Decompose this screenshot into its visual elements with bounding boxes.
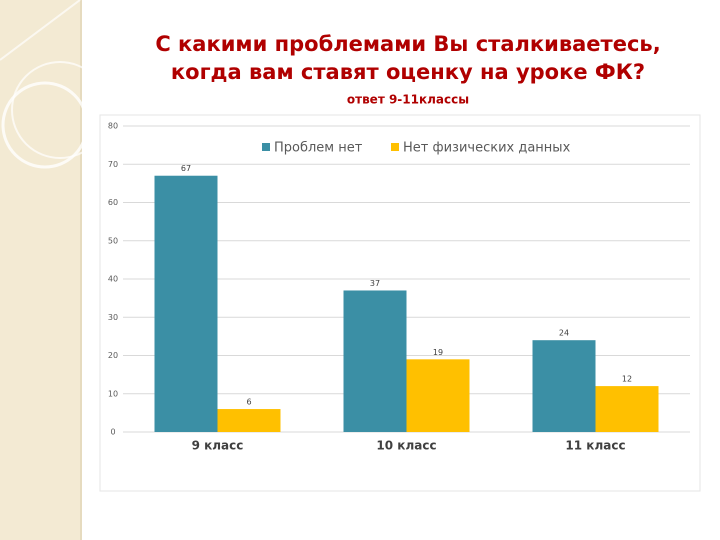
value-label: 19: [433, 348, 443, 357]
decor-line: [0, 0, 81, 61]
side-strip: [0, 0, 80, 540]
y-tick-label: 40: [108, 275, 118, 284]
bar: [406, 359, 470, 432]
y-tick-label: 80: [108, 122, 118, 131]
y-tick-label: 20: [108, 351, 118, 360]
y-tick-label: 10: [108, 389, 118, 398]
bar: [343, 290, 407, 432]
bar: [595, 386, 659, 432]
value-label: 37: [370, 279, 380, 288]
legend-swatch: [262, 143, 270, 151]
legend-label: Проблем нет: [274, 141, 363, 156]
value-label: 67: [181, 164, 191, 173]
value-label: 24: [559, 329, 569, 338]
y-tick-label: 70: [108, 160, 118, 169]
legend-label: Нет физических данных: [403, 141, 571, 156]
title-line: когда вам ставят оценку на уроке ФК?: [171, 60, 645, 84]
decor-circle: [1, 81, 89, 169]
legend-swatch: [391, 143, 399, 151]
bar: [532, 340, 596, 432]
bar: [217, 409, 281, 432]
strip-edge: [80, 0, 82, 540]
subtitle: ответ 9-11классы: [347, 93, 469, 107]
x-tick-label: 10 класс: [376, 439, 436, 453]
y-tick-label: 60: [108, 198, 118, 207]
x-tick-label: 11 класс: [565, 439, 625, 453]
decor-circle: [11, 61, 109, 159]
x-tick-label: 9 класс: [192, 439, 244, 453]
y-tick-label: 50: [108, 236, 118, 245]
bar: [154, 175, 218, 432]
y-tick-label: 30: [108, 313, 118, 322]
y-tick-label: 0: [110, 428, 115, 437]
value-label: 6: [246, 398, 251, 407]
value-label: 12: [622, 375, 632, 384]
title-line: С какими проблемами Вы сталкиваетесь,: [155, 32, 660, 56]
